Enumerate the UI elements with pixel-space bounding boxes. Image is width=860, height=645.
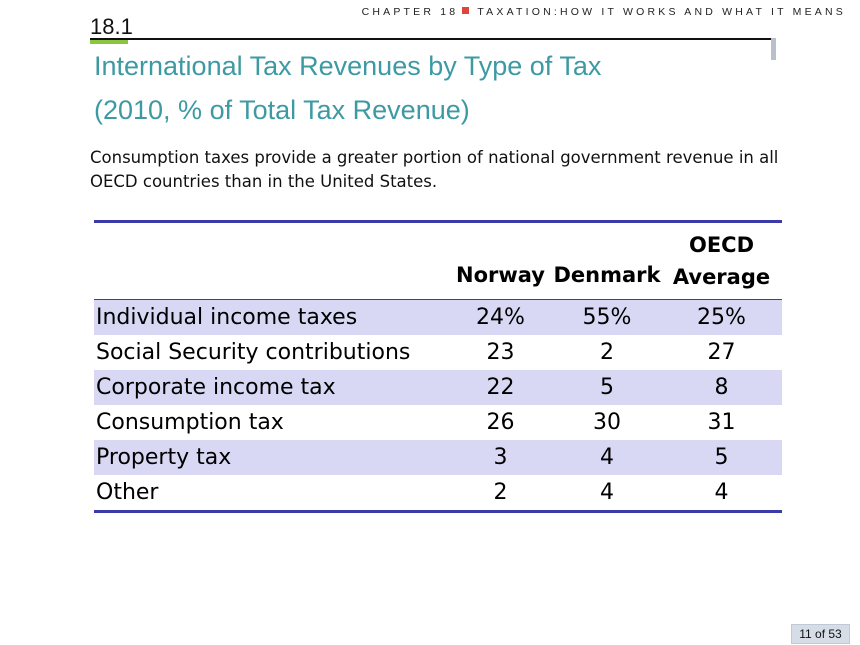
header-rule <box>90 38 776 40</box>
cell-oecd: 4 <box>714 480 729 505</box>
row-label: Other <box>96 480 159 505</box>
section-accent-bar <box>90 40 128 44</box>
cell-norway: 2 <box>493 480 508 505</box>
cell-denmark: 30 <box>593 410 621 435</box>
chapter-header: CHAPTER 18 TAXATION:HOW IT WORKS AND WHAT… <box>362 6 846 18</box>
cell-denmark: 4 <box>600 480 614 505</box>
table-row: Property tax 3 4 5 <box>94 440 782 475</box>
column-header-oecd: OECD Average <box>672 233 771 289</box>
row-label: Social Security contributions <box>96 340 411 365</box>
section-number: 18.1 <box>90 14 133 39</box>
slide-subtitle: Consumption taxes provide a greater port… <box>90 148 779 191</box>
row-label: Consumption tax <box>96 410 284 435</box>
title-line-1: International Tax Revenues by Type of Ta… <box>94 51 602 81</box>
cell-oecd: 5 <box>661 440 782 475</box>
table-row: Corporate income tax 22 5 8 <box>94 370 782 405</box>
cell-norway: 26 <box>486 410 515 435</box>
table-header-row: Norway Denmark OECD Average <box>94 221 782 300</box>
row-label: Property tax <box>94 440 448 475</box>
slide-title: International Tax Revenues by Type of Ta… <box>94 44 754 132</box>
column-header <box>94 222 448 300</box>
cell-oecd: 27 <box>707 340 736 365</box>
cell-denmark: 5 <box>553 370 661 405</box>
chapter-label: CHAPTER 18 <box>361 6 459 18</box>
cell-oecd: 25% <box>661 299 782 335</box>
cell-denmark: 4 <box>553 440 661 475</box>
red-square-icon <box>462 7 470 14</box>
header-rule-end <box>771 38 776 60</box>
page-indicator: 11 of 53 <box>791 624 850 644</box>
table-row: Individual income taxes 24% 55% 25% <box>94 299 782 335</box>
tax-revenue-table: Norway Denmark OECD Average Individual i… <box>94 220 782 513</box>
column-header-norway: Norway <box>456 263 545 287</box>
cell-norway: 3 <box>448 440 553 475</box>
row-label: Corporate income tax <box>94 370 448 405</box>
table-row: Social Security contributions 23 2 27 <box>94 335 782 370</box>
cell-oecd: 8 <box>661 370 782 405</box>
row-label: Individual income taxes <box>94 299 448 335</box>
cell-norway: 24% <box>448 299 553 335</box>
cell-oecd: 31 <box>707 410 736 435</box>
cell-denmark: 2 <box>600 340 614 365</box>
table-row: Consumption tax 26 30 31 <box>94 405 782 440</box>
column-header-denmark: Denmark <box>553 263 661 287</box>
cell-norway: 23 <box>486 340 515 365</box>
cell-denmark: 55% <box>553 299 661 335</box>
title-line-2: (2010, % of Total Tax Revenue) <box>94 95 470 125</box>
chapter-topic: TAXATION:HOW IT WORKS AND WHAT IT MEANS <box>477 6 846 18</box>
table-row: Other 2 4 4 <box>94 475 782 512</box>
cell-norway: 22 <box>448 370 553 405</box>
